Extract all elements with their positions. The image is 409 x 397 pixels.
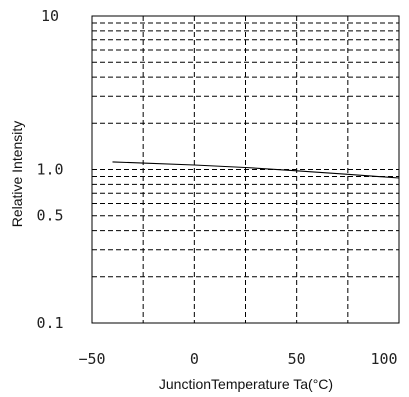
- x-tick-label: −50: [78, 350, 105, 368]
- series-line: [112, 161, 400, 179]
- x-axis-label: JunctionTemperature Ta(°C): [159, 376, 333, 392]
- y-tick-labels: 0.1 0.5 1.0 10: [36, 7, 63, 332]
- y-tick-label: 10: [41, 7, 59, 25]
- x-tick-labels: −50 0 50 100: [78, 350, 397, 368]
- series-group: [112, 161, 400, 179]
- y-tick-label: 0.5: [36, 207, 63, 225]
- x-tick-label: 50: [288, 350, 306, 368]
- y-tick-label: 0.1: [36, 314, 63, 332]
- x-tick-label: 0: [190, 350, 199, 368]
- plot-frame: [91, 15, 400, 324]
- grid-lines: [92, 16, 399, 323]
- y-axis-label: Relative Intensity: [9, 121, 25, 228]
- y-tick-label: 1.0: [36, 161, 63, 179]
- x-tick-label: 100: [370, 350, 397, 368]
